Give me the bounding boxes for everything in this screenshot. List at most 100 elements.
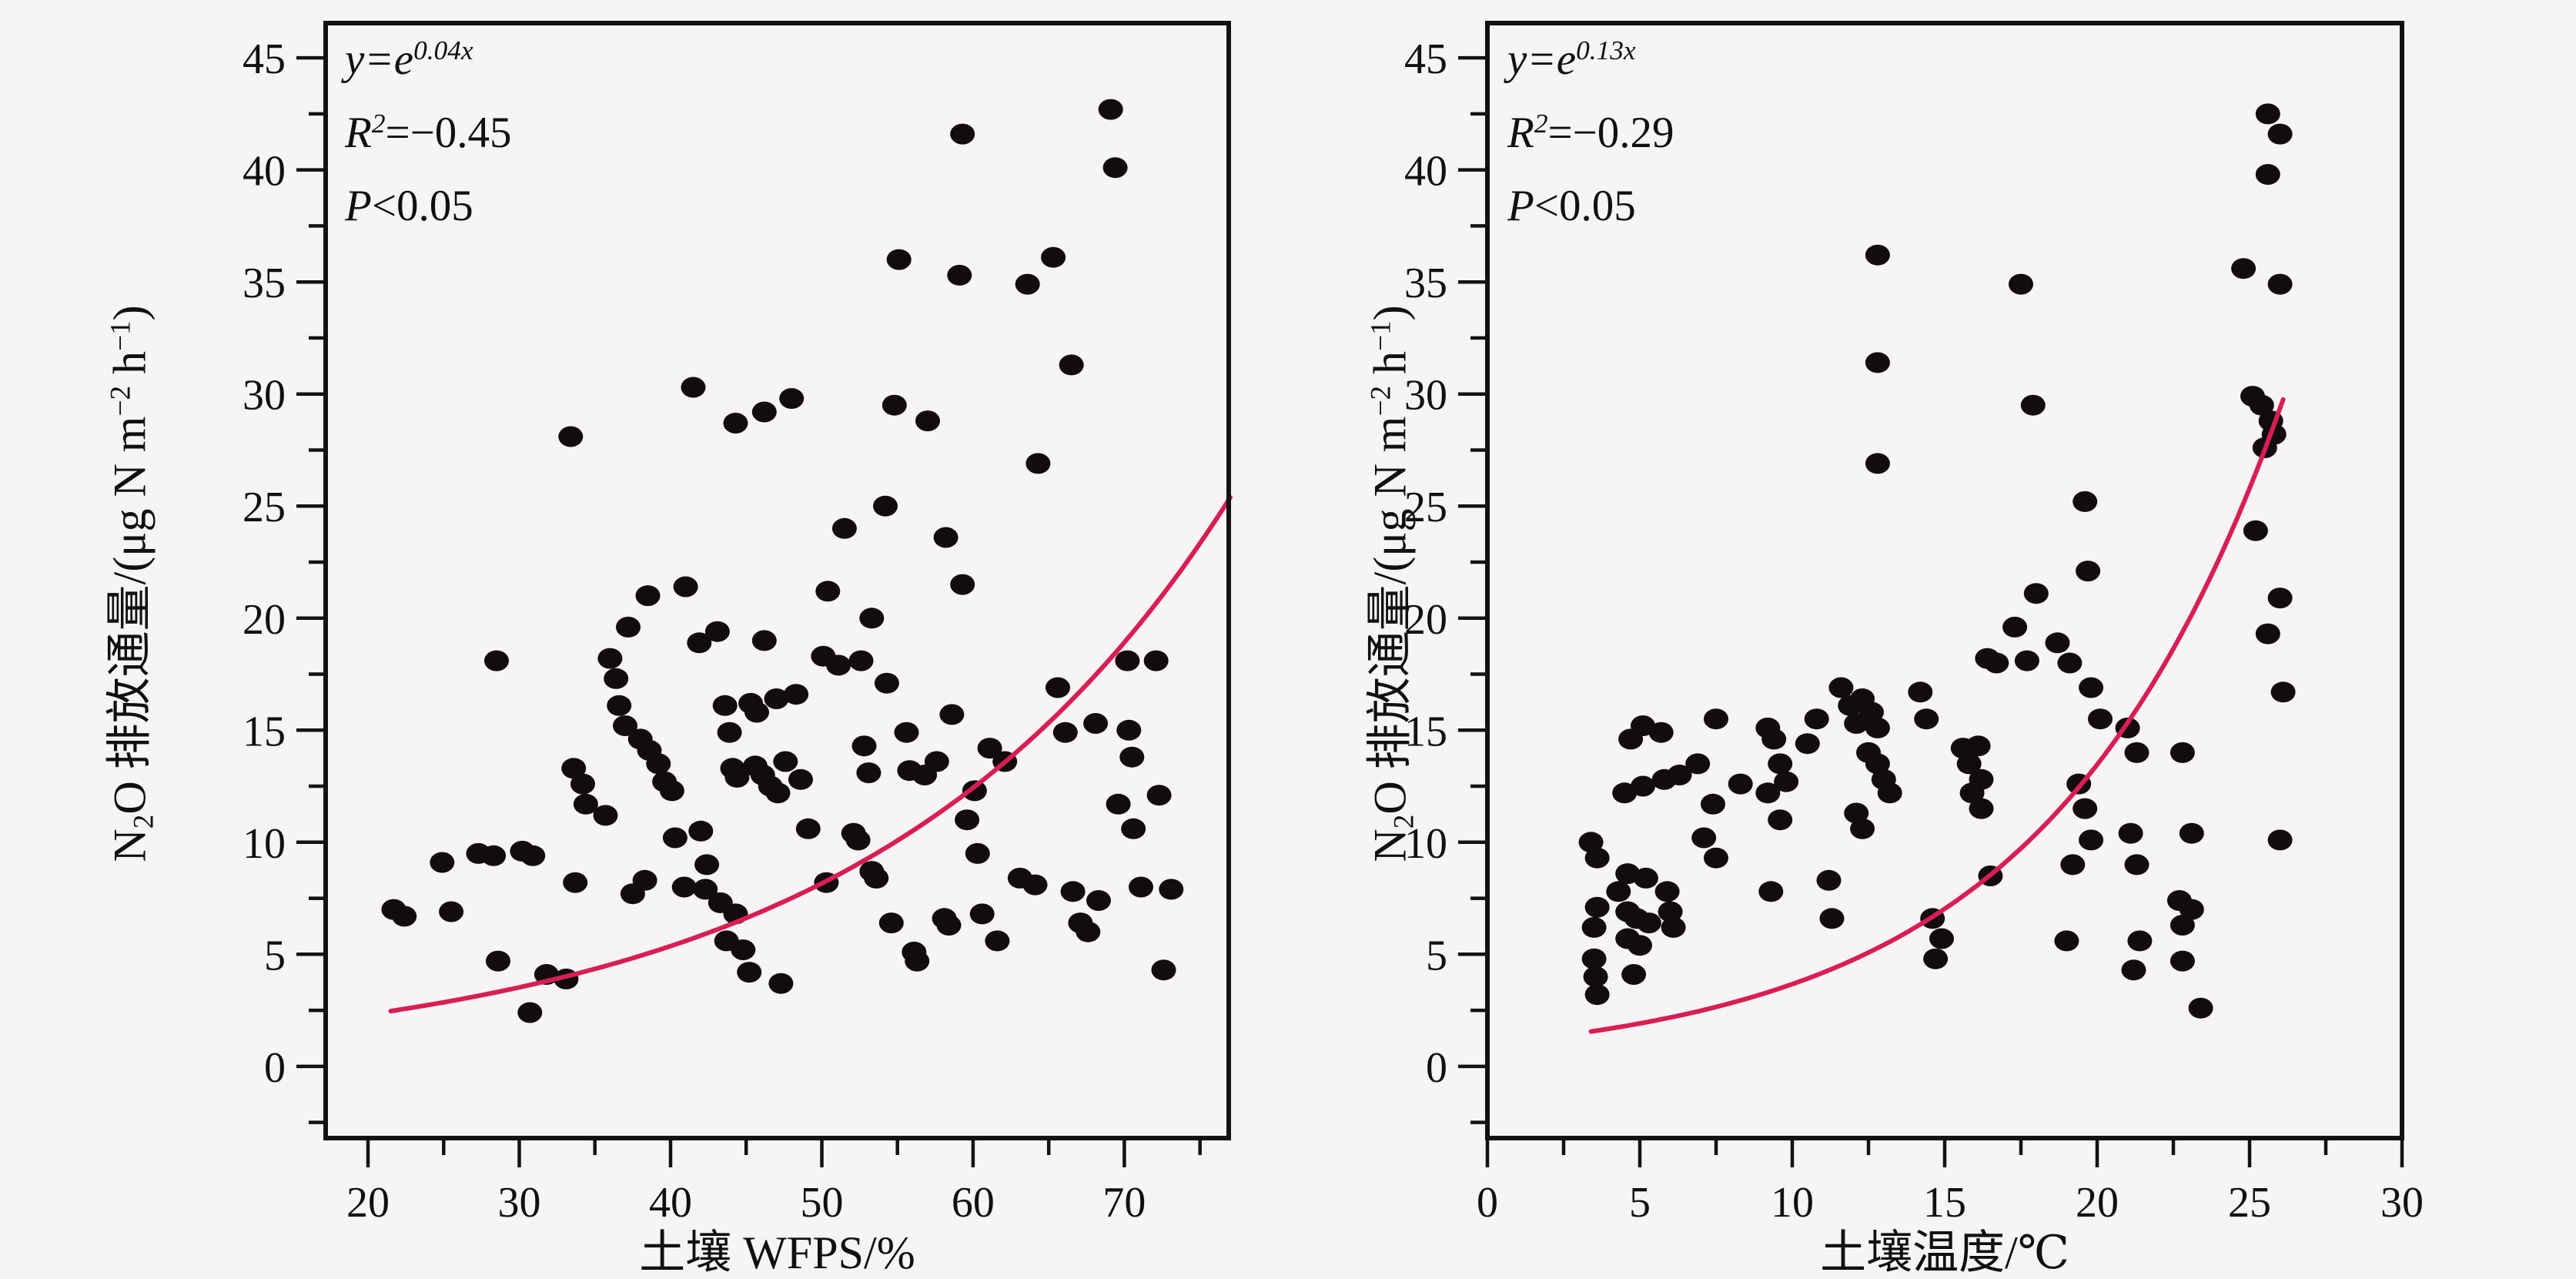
data-point [2255,164,2280,185]
x-tick-label: 5 [1629,1179,1651,1227]
r-symbol: R [345,109,372,157]
y-tick-label: 0 [1426,1044,1447,1092]
data-point [2079,829,2104,851]
data-point [392,906,417,927]
data-point [1106,793,1131,815]
data-point [950,123,975,145]
data-point [1908,681,1933,703]
data-point [1606,881,1631,902]
data-point [1704,708,1728,730]
data-point [859,608,885,629]
data-point [1143,650,1169,671]
tick-labels: 0 5 10 15 20 25 30 0 5 10 15 20 25 30 35 40 45 [1404,35,2424,1227]
y-tick-label: 25 [243,484,286,531]
y-tick-label: 10 [243,820,286,868]
data-point [2267,123,2293,145]
data-point [1877,782,1902,804]
data-point [933,527,958,548]
data-point [1859,701,1884,723]
data-point [563,872,588,893]
data-point [1151,959,1176,981]
data-point [662,827,687,849]
equation-exponent: 0.04x [413,35,473,65]
data-point [788,768,813,790]
data-point [486,950,510,972]
data-point [1584,984,1610,1006]
x-tick-label: 25 [2228,1179,2271,1227]
data-point [717,722,742,743]
data-point [851,735,877,757]
ylabel-mid: O 排放通量/(μg N m [1364,416,1416,815]
x-tick-label: 0 [1477,1179,1498,1227]
data-point [773,751,798,772]
data-point [2179,899,2204,920]
data-point [1584,847,1610,869]
data-point [1146,785,1172,806]
p-value: <0.05 [371,182,473,230]
y-tick-label: 20 [1404,596,1447,644]
data-point [977,738,1002,759]
r-value: =−0.45 [385,109,512,157]
r-exponent: 2 [371,108,386,139]
ylabel-h: h [1364,350,1416,386]
data-point [2088,708,2113,730]
data-point [2121,959,2146,981]
data-point [1828,677,1854,698]
data-point [1923,948,1949,969]
left-y-axis-title: N2O 排放通量/(μg N m−2 h−1) [92,305,160,862]
ylabel-sup-h1: −1 [105,320,137,351]
data-point [1041,246,1066,268]
data-point [481,845,507,866]
data-point [604,668,629,689]
right-p-value-line: P<0.05 [1507,172,1674,240]
data-point [831,517,857,539]
axes [296,55,1202,1167]
data-point [965,842,990,864]
data-point [784,684,809,705]
scatter-points [1578,103,2296,1019]
data-point [845,829,871,851]
left-plot-area: 20 30 40 50 60 70 0 5 10 15 20 25 30 35 40 45 [243,21,1233,1227]
data-point [1076,921,1101,943]
x-tick-label: 70 [1102,1179,1146,1227]
data-point [1584,896,1610,918]
scatter-points [381,99,1184,1023]
data-point [894,722,919,743]
data-point [737,962,762,983]
data-point [2054,930,2079,952]
equation-exponent: 0.13x [1576,35,1636,65]
data-point [439,901,464,922]
data-point [2124,742,2149,763]
data-point [2057,652,2083,674]
right-r-squared-line: R2=−0.29 [1507,99,1674,172]
data-point [597,648,623,669]
x-tick-label: 30 [2380,1179,2424,1227]
data-point [2020,394,2046,416]
data-point [955,809,980,831]
data-point [517,1002,543,1023]
data-point [950,574,975,595]
tick-labels: 20 30 40 50 60 70 0 5 10 15 20 25 30 35 40 45 [243,35,1146,1227]
y-tick-label: 5 [1426,932,1447,979]
data-point [2073,491,2098,512]
fit-curve [1588,397,2286,1034]
data-point [1578,832,1604,853]
data-point [2127,930,2153,952]
x-tick-label: 30 [498,1179,541,1227]
left-chart-plot: 20 30 40 50 60 70 0 5 10 15 20 25 30 35 40 45 [243,21,1233,1227]
data-point [616,616,641,638]
right-x-axis-title: 土壤温度/℃ [1820,1227,2069,1278]
data-point [659,780,684,802]
y-tick-label: 20 [243,596,286,644]
data-point [573,793,598,815]
y-tick-label: 30 [243,372,286,420]
left-equation-line: y=e0.04x [345,26,512,99]
data-point [1728,773,1753,795]
data-point [2267,829,2293,851]
data-point [924,751,949,772]
data-point [947,264,972,286]
ylabel-sup-m2: −2 [1365,385,1397,417]
data-point [1102,157,1128,179]
ylabel-close: ) [104,305,156,321]
right-chart-plot: 0 5 10 15 20 25 30 0 5 10 15 20 25 30 35 40 45 [1404,21,2424,1227]
